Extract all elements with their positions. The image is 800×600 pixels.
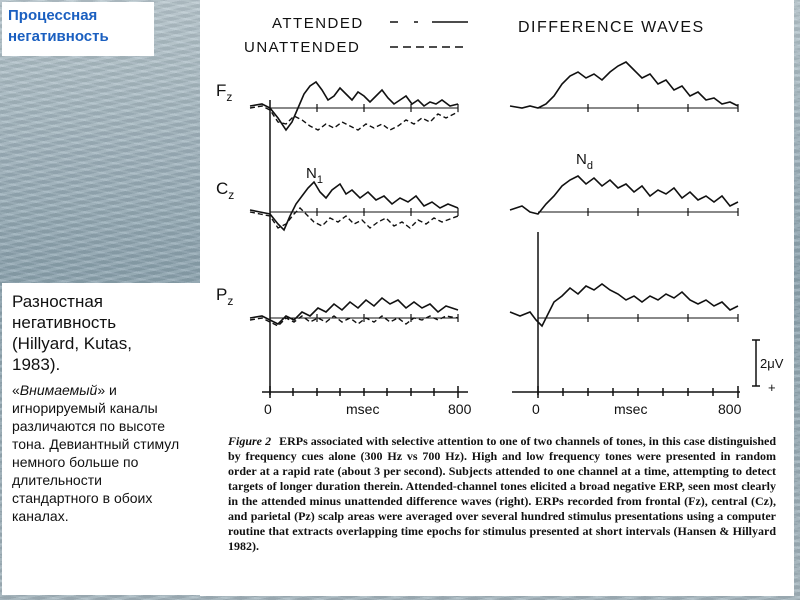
cz-unattended-wave — [249, 207, 459, 229]
pz-difference-wave — [509, 283, 739, 328]
fz-ticks — [316, 104, 459, 112]
left-axis-end: 800 — [448, 401, 472, 417]
nd-sub: d — [587, 160, 593, 172]
attended-word: Внимаемый — [19, 382, 98, 398]
channel-cz-letter: C — [216, 179, 228, 198]
left-time-axis — [262, 386, 468, 398]
cz-difference-ticks — [587, 208, 739, 216]
n1-letter: N — [306, 165, 317, 182]
n1-sub: 1 — [317, 174, 323, 186]
nd-label: Nd — [576, 151, 593, 172]
caption-text: ERPs associated with selective attention… — [228, 434, 776, 553]
right-axis-zero: 0 — [532, 401, 540, 417]
fz-attended-wave — [249, 80, 459, 132]
amplitude-scale-bar — [752, 339, 760, 387]
pz-attended-wave — [249, 296, 459, 325]
channel-fz-label: Fz — [216, 81, 232, 104]
fz-difference-ticks — [587, 104, 739, 112]
description-panel: Разностная негативность (Hillyard, Kutas… — [2, 283, 200, 595]
amplitude-scale-sign: + — [768, 380, 776, 395]
right-axis-end: 800 — [718, 401, 742, 417]
erp-plot: ATTENDED UNATTENDED DIFFERENCE WAVES Fz … — [216, 15, 784, 417]
heading-line-4: 1983). — [12, 355, 61, 374]
channel-cz-sub: z — [228, 188, 234, 202]
description-text: » и игнорируемый каналы различаются по в… — [12, 382, 180, 524]
difference-waves-title: DIFFERENCE WAVES — [518, 19, 705, 36]
right-time-axis — [512, 386, 740, 398]
quote-open: « — [12, 382, 20, 398]
cz-difference-wave — [509, 175, 739, 215]
heading-line-2: негативность — [12, 313, 117, 332]
channel-pz-sub: z — [227, 294, 233, 308]
heading-line-3: (Hillyard, Kutas, — [12, 334, 132, 353]
nd-letter: N — [576, 151, 587, 168]
caption-label: Figure 2 — [228, 434, 272, 448]
slide-title-line-2: негативность — [8, 28, 109, 45]
channel-pz-letter: P — [216, 285, 227, 304]
heading-line-1: Разностная — [12, 292, 104, 311]
slide-title-line-1: Процессная — [8, 7, 98, 24]
slide-title: Процессная негативность — [2, 2, 154, 56]
amplitude-scale-label: 2μV — [760, 356, 784, 371]
n1-label: N1 — [306, 165, 323, 186]
legend-attended-label: ATTENDED — [272, 15, 364, 32]
left-axis-zero: 0 — [264, 401, 272, 417]
cz-ticks — [316, 208, 459, 216]
cz-attended-wave — [249, 180, 459, 232]
description-body: «Внимаемый» и игнорируемый каналы различ… — [12, 381, 190, 525]
channel-fz-sub: z — [226, 90, 232, 104]
description-heading: Разностная негативность (Hillyard, Kutas… — [12, 291, 190, 375]
channel-fz-letter: F — [216, 81, 226, 100]
figure-caption: Figure 2 ERPs associated with selective a… — [228, 434, 776, 554]
left-axis-unit: msec — [346, 401, 379, 417]
erp-figure: ATTENDED UNATTENDED DIFFERENCE WAVES Fz … — [200, 0, 794, 596]
right-axis-unit: msec — [614, 401, 647, 417]
pz-difference-ticks — [587, 314, 739, 322]
legend-unattended-label: UNATTENDED — [244, 39, 360, 56]
pz-unattended-wave — [249, 315, 459, 327]
fz-difference-wave — [509, 61, 739, 109]
pz-ticks — [316, 314, 459, 322]
channel-cz-label: Cz — [216, 179, 234, 202]
fz-unattended-wave — [249, 105, 459, 131]
channel-pz-label: Pz — [216, 285, 233, 308]
